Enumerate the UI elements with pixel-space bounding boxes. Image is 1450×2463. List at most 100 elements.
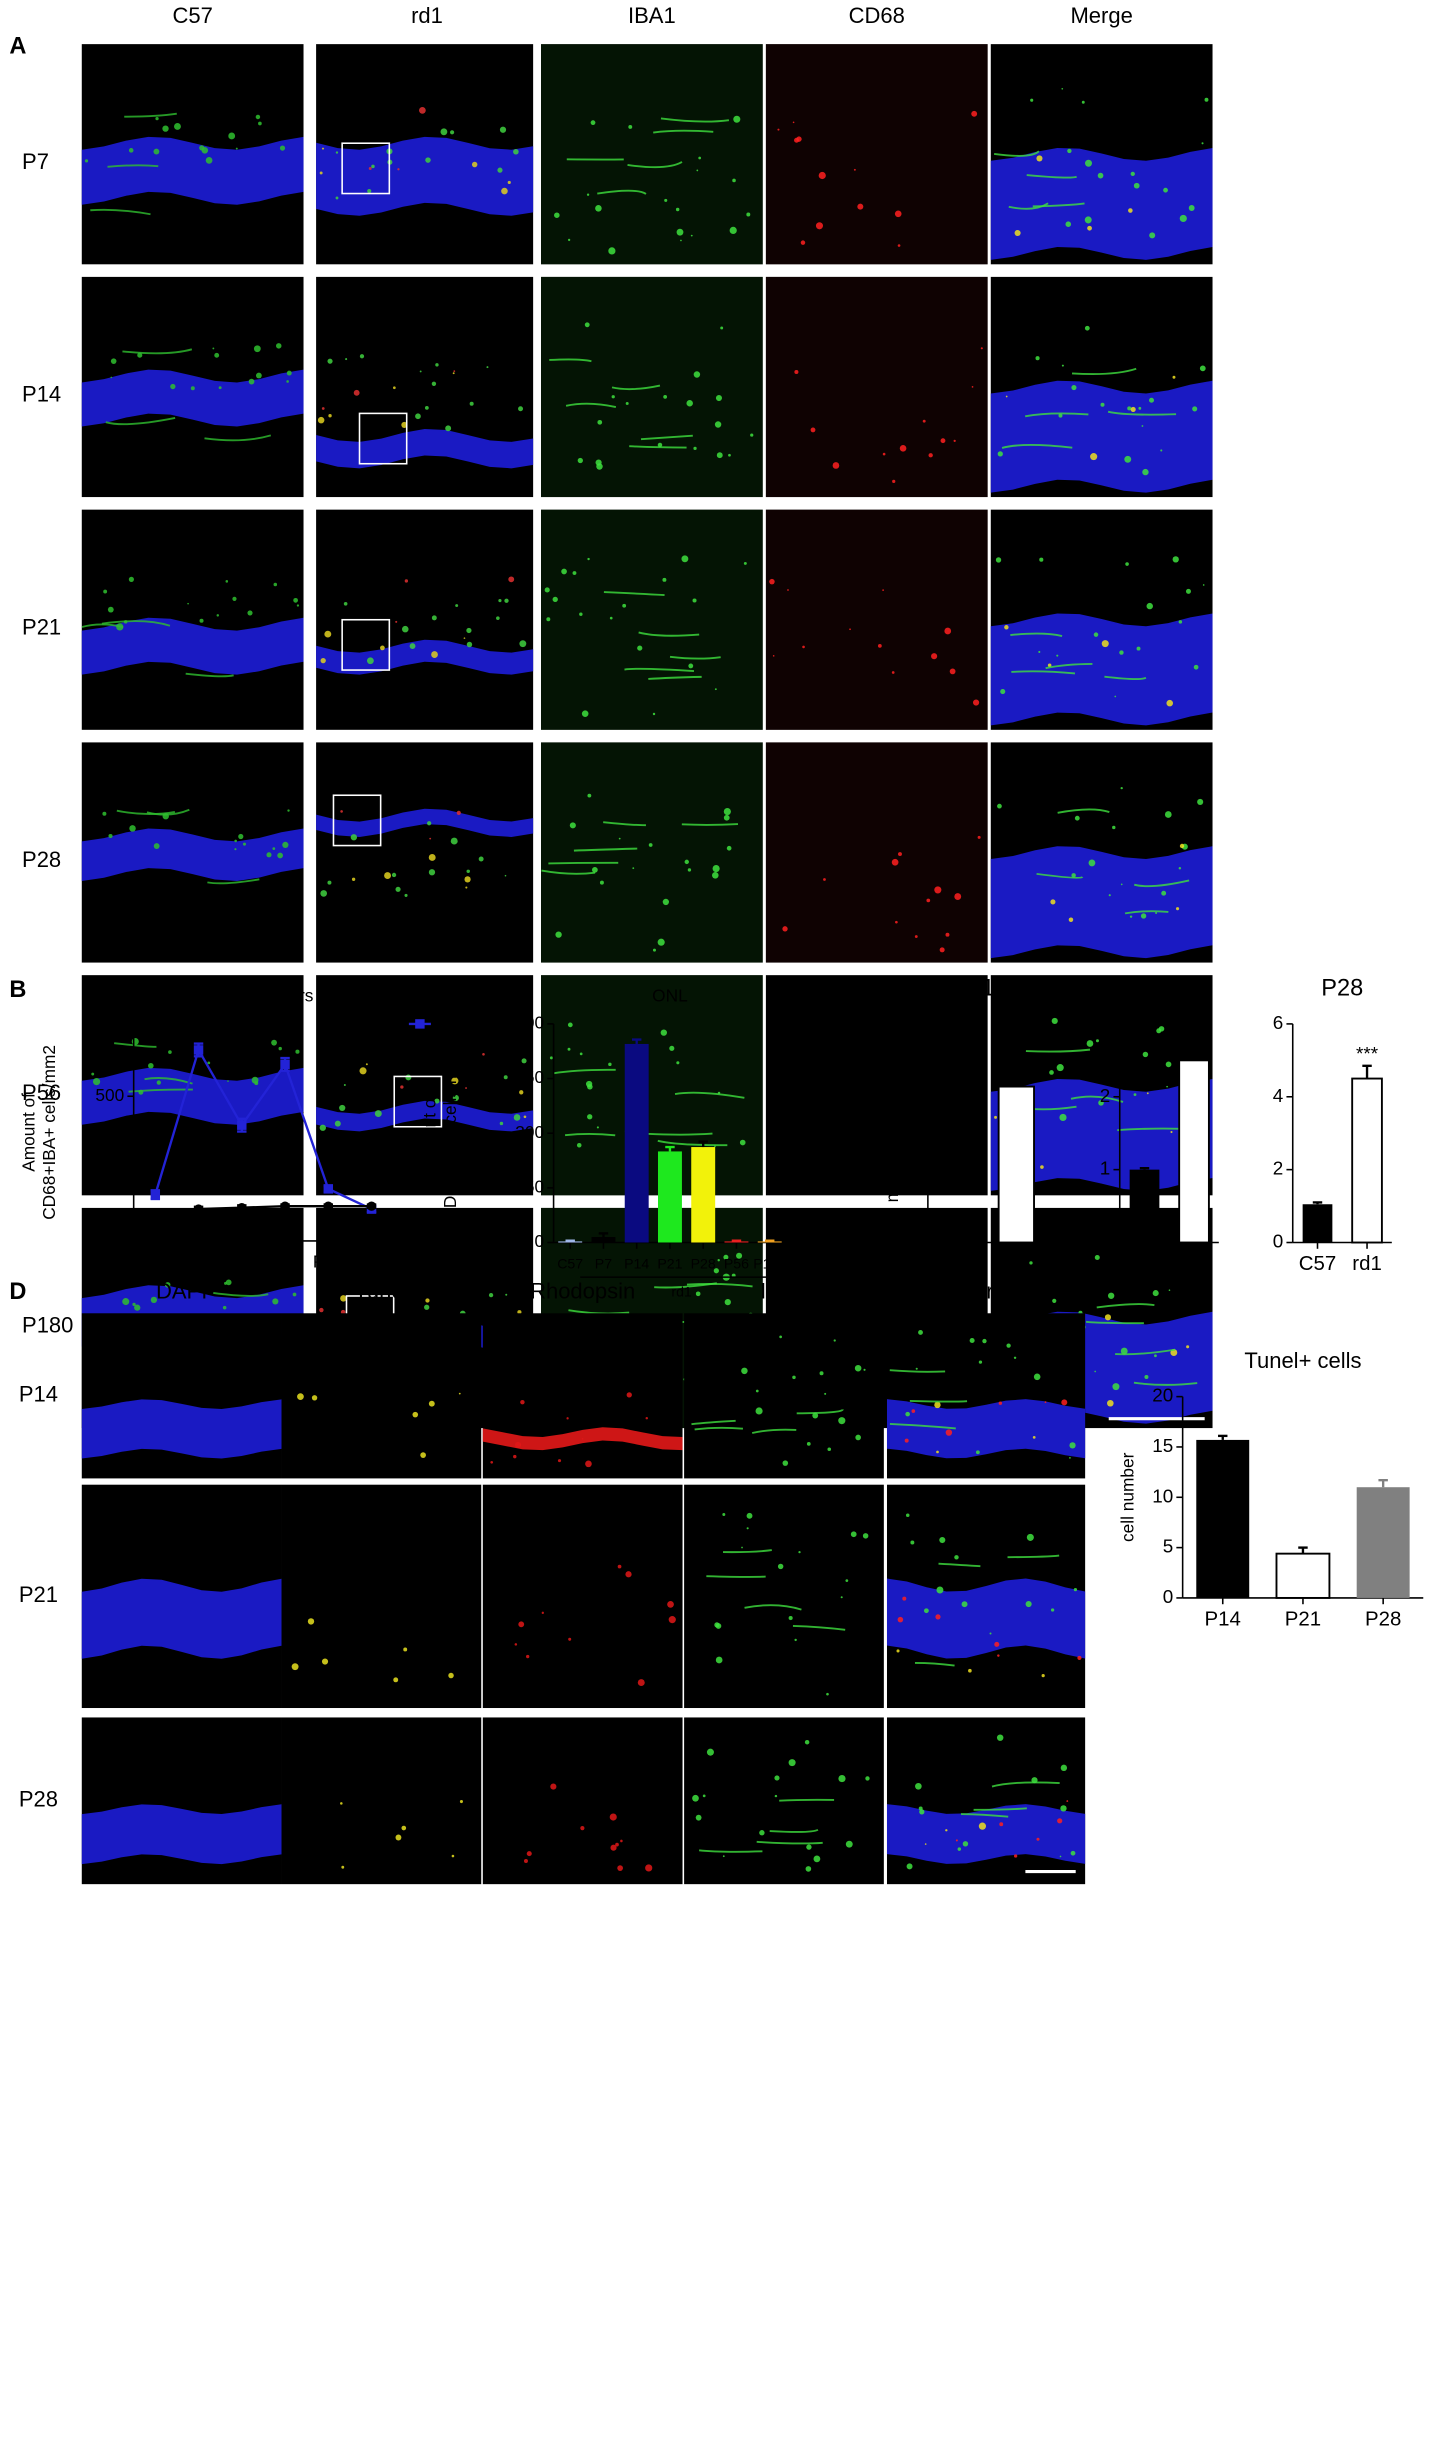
speck [897, 244, 901, 247]
speck [1144, 1375, 1149, 1380]
speck [1036, 1837, 1040, 1841]
speck [1050, 899, 1056, 905]
speck [122, 1298, 130, 1306]
speck [625, 401, 629, 405]
speck [812, 1412, 819, 1419]
micrograph [990, 276, 1213, 498]
micrograph [765, 509, 988, 730]
speck [906, 1863, 913, 1870]
speck [311, 1395, 318, 1401]
speck [855, 1434, 861, 1441]
x-tick-label: rd1 [1179, 1252, 1209, 1275]
zoom-box [393, 1075, 443, 1128]
speck [722, 1513, 726, 1516]
error-bar [665, 1145, 675, 1152]
speck [131, 1037, 139, 1046]
speck [1084, 325, 1090, 331]
zoom-box [341, 142, 391, 195]
speck [693, 371, 701, 378]
speck [478, 856, 484, 862]
speck [431, 615, 437, 621]
bar [1129, 1169, 1160, 1243]
speck [945, 932, 950, 937]
micrograph [316, 742, 534, 963]
speck [1013, 1854, 1018, 1858]
column-header: IBA1 [760, 1279, 808, 1304]
speck [882, 452, 886, 456]
y-tick-label: 600 [515, 1012, 544, 1032]
speck [596, 1126, 599, 1129]
speck [420, 1452, 426, 1458]
y-tick-label: 10 [897, 1085, 918, 1106]
speck [681, 555, 689, 563]
speck [1186, 1345, 1190, 1349]
speck [1114, 695, 1117, 698]
speck [1086, 1040, 1094, 1047]
speck [891, 671, 895, 674]
point [280, 1201, 290, 1211]
micrograph [316, 44, 534, 265]
column-header: Rhodopsin [530, 1279, 635, 1304]
speck [187, 602, 189, 605]
point [150, 1189, 161, 1200]
haze [540, 742, 763, 963]
speck [739, 1139, 746, 1146]
speck [584, 322, 590, 328]
speck [450, 130, 455, 135]
speck [792, 121, 795, 124]
speck [513, 148, 519, 155]
speck [772, 655, 775, 657]
y-tick-label: 10 [1152, 1485, 1173, 1506]
speck [905, 1513, 910, 1517]
speck [272, 1298, 279, 1305]
speck [505, 1293, 508, 1296]
speck [1172, 375, 1176, 379]
speck [1120, 1347, 1128, 1355]
speck [1161, 890, 1167, 896]
speck [838, 1417, 846, 1425]
speck [618, 837, 621, 840]
speck [998, 1401, 1003, 1405]
speck [695, 1291, 701, 1297]
process [597, 189, 647, 195]
speck [435, 363, 439, 367]
speck [291, 1663, 299, 1671]
bar [1356, 1487, 1410, 1598]
speck [997, 1654, 1000, 1657]
speck [1025, 1600, 1032, 1608]
speck [1088, 859, 1096, 867]
process [960, 1813, 1009, 1818]
error-bar [764, 1239, 775, 1242]
y-tick-label: 5 [1163, 1536, 1174, 1557]
micrograph-bg [765, 975, 988, 1196]
speck [91, 1072, 95, 1076]
micrograph-bg [765, 44, 988, 265]
speck [366, 657, 374, 665]
speck [1146, 1092, 1149, 1095]
micrograph [990, 742, 1213, 963]
speck [518, 406, 524, 412]
process [756, 1840, 823, 1845]
speck [1202, 584, 1205, 586]
speck [319, 1307, 324, 1313]
micrograph [81, 1313, 282, 1479]
speck [401, 421, 408, 428]
bar [1302, 1204, 1333, 1243]
y-tick-label: 3 [1100, 1012, 1111, 1033]
speck [696, 169, 699, 172]
speck [1061, 88, 1064, 90]
speck [954, 893, 962, 900]
speck [501, 187, 508, 195]
speck [989, 1632, 992, 1635]
process [706, 1575, 766, 1578]
chart-title: Whole layers [213, 986, 313, 1006]
speck [702, 1794, 706, 1798]
speck [1155, 912, 1158, 914]
speck [755, 1407, 763, 1415]
speck [222, 1305, 227, 1310]
speck [919, 1809, 925, 1815]
speck [110, 376, 113, 379]
haze [765, 276, 988, 498]
speck [628, 125, 633, 129]
